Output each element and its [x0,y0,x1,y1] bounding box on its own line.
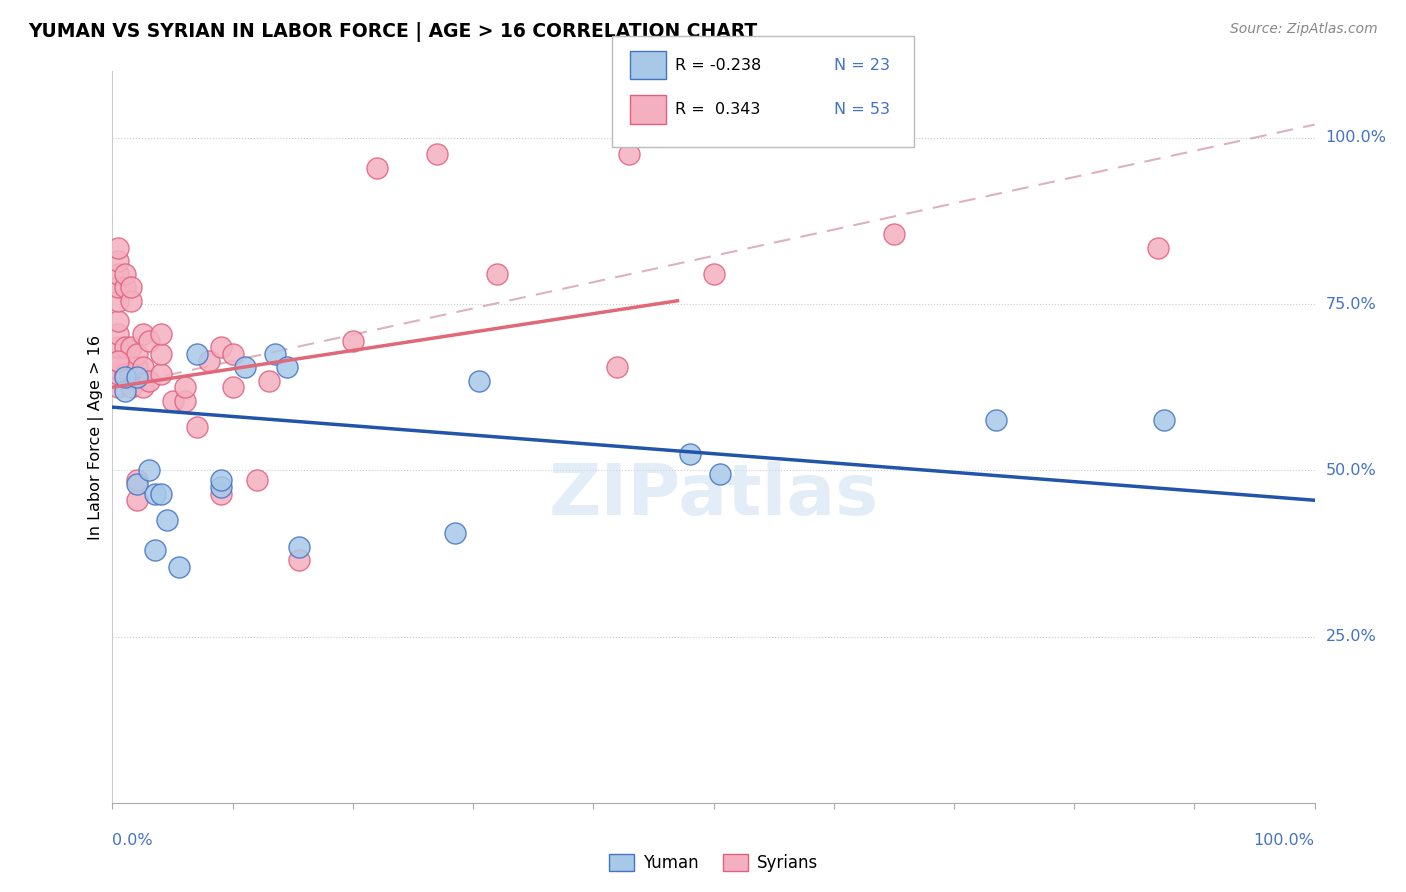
Point [709,467,731,481]
Point [149,367,172,381]
Point [209,486,232,500]
Point [276,360,298,375]
Point [606,360,628,375]
Point [120,340,142,354]
Point [155,513,177,527]
Point [167,559,190,574]
Point [678,447,700,461]
Point [342,334,364,348]
Point [288,553,311,567]
Legend: Yuman, Syrians: Yuman, Syrians [603,847,824,879]
Point [149,347,172,361]
Point [426,147,449,161]
Point [619,147,641,161]
Point [186,347,208,361]
Text: 50.0%: 50.0% [1326,463,1376,478]
Text: 0.0%: 0.0% [112,833,153,848]
Point [984,413,1007,427]
Point [173,380,195,394]
Point [107,353,129,368]
Point [186,420,208,434]
Point [107,314,129,328]
Point [288,540,311,554]
Y-axis label: In Labor Force | Age > 16: In Labor Force | Age > 16 [89,334,104,540]
Point [114,280,136,294]
Point [263,347,285,361]
Text: R =  0.343: R = 0.343 [675,103,761,117]
Point [107,367,129,381]
Point [197,353,219,368]
Text: 100.0%: 100.0% [1326,130,1386,145]
Point [138,334,160,348]
Point [114,370,136,384]
Text: YUMAN VS SYRIAN IN LABOR FORCE | AGE > 16 CORRELATION CHART: YUMAN VS SYRIAN IN LABOR FORCE | AGE > 1… [28,22,758,42]
Point [173,393,195,408]
Point [107,353,129,368]
Point [149,326,172,341]
Point [131,360,153,375]
Point [125,473,148,487]
Text: 75.0%: 75.0% [1326,297,1376,311]
Point [444,526,467,541]
Point [222,347,245,361]
Point [233,360,256,375]
Point [222,380,245,394]
Point [125,476,148,491]
Point [486,267,509,281]
Point [702,267,725,281]
Point [107,253,129,268]
Text: Source: ZipAtlas.com: Source: ZipAtlas.com [1230,22,1378,37]
Point [209,473,232,487]
Point [143,543,166,558]
Point [138,463,160,477]
Point [143,486,166,500]
Point [107,340,129,354]
Point [107,280,129,294]
Point [468,374,491,388]
Point [125,360,148,375]
Point [125,347,148,361]
Text: 100.0%: 100.0% [1254,833,1315,848]
Text: 25.0%: 25.0% [1326,629,1376,644]
Point [209,480,232,494]
Point [131,380,153,394]
Text: N = 23: N = 23 [834,58,890,72]
Point [138,374,160,388]
Point [120,293,142,308]
Point [883,227,905,242]
Text: ZIPatlas: ZIPatlas [548,461,879,530]
Point [107,267,129,281]
Point [366,161,388,175]
Point [1147,241,1170,255]
Point [1153,413,1175,427]
Point [120,380,142,394]
Point [125,493,148,508]
Point [120,280,142,294]
Point [107,326,129,341]
Point [125,370,148,384]
Point [114,367,136,381]
Point [107,241,129,255]
Point [162,393,184,408]
Text: N = 53: N = 53 [834,103,890,117]
Point [114,267,136,281]
Point [114,384,136,398]
Point [246,473,269,487]
Point [107,380,129,394]
Point [209,340,232,354]
Point [149,486,172,500]
Text: R = -0.238: R = -0.238 [675,58,761,72]
Point [114,340,136,354]
Point [131,326,153,341]
Point [107,293,129,308]
Point [257,374,280,388]
